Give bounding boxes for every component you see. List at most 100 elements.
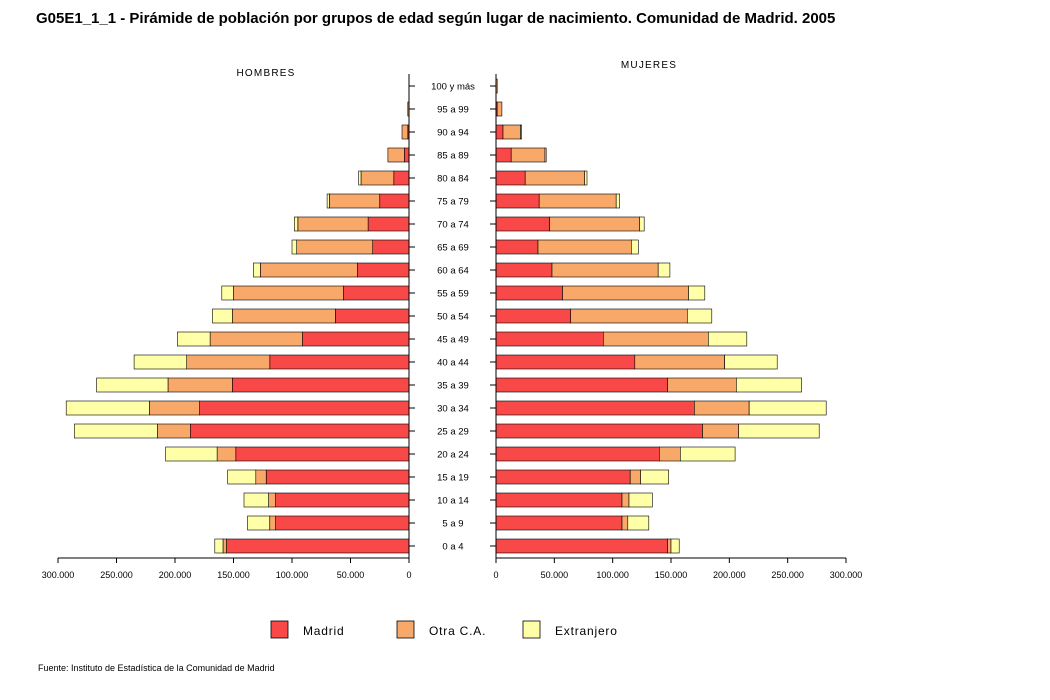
bar-mujeres-madrid-55-a-59 [495,285,563,301]
age-label-40-a-44: 40 a 44 [437,358,469,369]
age-label-85-a-89: 85 a 89 [437,151,469,162]
bar-mujeres-madrid-65-a-69 [495,239,539,255]
bar-mujeres-madrid-50-a-54 [495,308,571,324]
age-label-35-a-39: 35 a 39 [437,381,469,392]
bar-hombres-otra-c-a-5-a-9 [269,515,276,531]
bar-mujeres-madrid-60-a-64 [495,262,553,278]
age-label-0-a-4: 0 a 4 [442,542,463,553]
panel-label-hombres: HOMBRES [237,68,296,79]
legend-swatch-madrid [270,620,289,639]
bar-hombres-extranjero-55-a-59 [221,285,234,301]
bar-hombres-otra-c-a-15-a-19 [255,469,267,485]
population-pyramid-chart: HOMBRES 300.000 250.000 200.000 150.000 100.0… [42,60,863,639]
tick-label-hombres-2: 200.000 [159,570,192,580]
age-label-55-a-59: 55 a 59 [437,289,469,300]
bar-mujeres-madrid-35-a-39 [495,377,668,393]
bar-mujeres-madrid-75-a-79 [495,193,540,209]
bar-mujeres-extranjero-35-a-39 [735,377,802,393]
bar-mujeres-madrid-40-a-44 [495,354,636,370]
tick-label-mujeres-1: 50.000 [541,570,569,580]
bar-hombres-madrid-35-a-39 [232,377,410,393]
bar-mujeres-otra-c-a-45-a-49 [602,331,709,347]
bar-hombres-madrid-60-a-64 [357,262,410,278]
bar-mujeres-otra-c-a-20-a-24 [658,446,681,462]
age-label-80-a-84: 80 a 84 [437,174,469,185]
bar-mujeres-otra-c-a-35-a-39 [667,377,737,393]
bar-hombres-otra-c-a-65-a-69 [296,239,374,255]
bar-hombres-otra-c-a-50-a-54 [232,308,336,324]
bar-hombres-extranjero-40-a-44 [133,354,188,370]
bar-mujeres-otra-c-a-5-a-9 [621,515,629,531]
age-label-25-a-29: 25 a 29 [437,427,469,438]
age-label-60-a-64: 60 a 64 [437,266,469,277]
bar-hombres-otra-c-a-80-a-84 [360,170,395,186]
bar-mujeres-extranjero-65-a-69 [630,239,639,255]
bar-hombres-madrid-55-a-59 [343,285,410,301]
bar-hombres-otra-c-a-75-a-79 [329,193,380,209]
bar-hombres-otra-c-a-20-a-24 [216,446,237,462]
age-label-50-a-54: 50 a 54 [437,312,469,323]
bar-mujeres-otra-c-a-85-a-89 [510,147,546,163]
legend-label-extranjero: Extranjero [555,624,618,638]
bar-mujeres-madrid-80-a-84 [495,170,526,186]
tick-label-hombres-5: 50.000 [337,570,365,580]
bar-hombres-extranjero-20-a-24 [165,446,218,462]
age-label-15-a-19: 15 a 19 [437,473,469,484]
bar-hombres-otra-c-a-0-a-4 [222,538,227,554]
bar-mujeres-extranjero-15-a-19 [640,469,670,485]
bar-hombres-madrid-50-a-54 [334,308,410,324]
age-label-45-a-49: 45 a 49 [437,335,469,346]
age-label-90-a-94: 90 a 94 [437,128,469,139]
bar-hombres-extranjero-65-a-69 [291,239,297,255]
page-title: G05E1_1_1 - Pirámide de población por gr… [36,10,836,27]
bar-hombres-otra-c-a-25-a-29 [157,423,191,439]
bar-hombres-madrid-20-a-24 [235,446,410,462]
bar-hombres-madrid-25-a-29 [189,423,410,439]
bar-hombres-madrid-15-a-19 [265,469,410,485]
bar-hombres-otra-c-a-70-a-74 [297,216,369,232]
bar-mujeres-extranjero-75-a-79 [615,193,621,209]
tick-label-hombres-0: 300.000 [42,570,75,580]
age-label-20-a-24: 20 a 24 [437,450,469,461]
bar-mujeres-madrid-5-a-9 [495,515,623,531]
bar-mujeres-madrid-25-a-29 [495,423,703,439]
bar-hombres-extranjero-10-a-14 [243,492,269,508]
bar-mujeres-extranjero-20-a-24 [679,446,736,462]
panel-label-mujeres: MUJERES [621,60,677,71]
bar-mujeres-madrid-20-a-24 [495,446,660,462]
bar-mujeres-otra-c-a-50-a-54 [570,308,688,324]
legend-swatch-otra-c-a [396,620,415,639]
bar-mujeres-extranjero-45-a-49 [707,331,748,347]
bar-mujeres-otra-c-a-70-a-74 [549,216,640,232]
bar-mujeres-extranjero-70-a-74 [639,216,645,232]
bar-hombres-extranjero-35-a-39 [96,377,169,393]
bar-mujeres-otra-c-a-90-a-94 [502,124,521,140]
legend: Madrid Otra C.A. Extranjero [270,620,618,639]
bar-mujeres-otra-c-a-75-a-79 [538,193,617,209]
bar-hombres-extranjero-60-a-64 [253,262,261,278]
bar-mujeres-extranjero-5-a-9 [627,515,650,531]
bar-mujeres-madrid-10-a-14 [495,492,623,508]
bar-hombres-extranjero-50-a-54 [212,308,233,324]
bar-mujeres-madrid-15-a-19 [495,469,631,485]
bar-mujeres-otra-c-a-60-a-64 [551,262,659,278]
bar-mujeres-extranjero-85-a-89 [544,147,547,163]
tick-label-mujeres-0: 0 [493,570,498,580]
bar-mujeres-madrid-30-a-34 [495,400,695,416]
bar-mujeres-madrid-45-a-49 [495,331,604,347]
bar-hombres-otra-c-a-55-a-59 [233,285,344,301]
tick-label-mujeres-6: 300.000 [830,570,863,580]
bar-hombres-madrid-5-a-9 [275,515,410,531]
bar-mujeres-otra-c-a-10-a-14 [621,492,630,508]
bar-hombres-madrid-30-a-34 [199,400,410,416]
bar-hombres-madrid-70-a-74 [367,216,410,232]
bar-mujeres-otra-c-a-25-a-29 [702,423,740,439]
bar-hombres-otra-c-a-30-a-34 [149,400,200,416]
bar-hombres-madrid-45-a-49 [302,331,410,347]
tick-label-mujeres-2: 100.000 [596,570,629,580]
bar-hombres-extranjero-30-a-34 [65,400,150,416]
tick-label-mujeres-4: 200.000 [713,570,746,580]
age-group-labels: 100 y más 95 a 99 90 a 94 85 a 89 80 a 84 75 … [431,82,475,553]
bar-hombres-madrid-40-a-44 [269,354,410,370]
bar-hombres-extranjero-80-a-84 [358,170,362,186]
